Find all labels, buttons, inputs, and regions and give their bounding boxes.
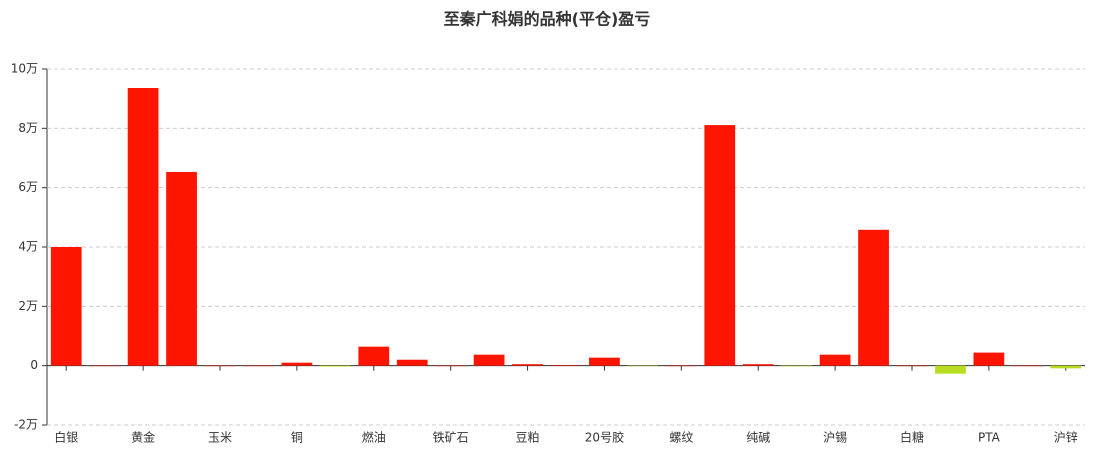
bar bbox=[512, 364, 543, 366]
x-tick-label: 沪锌 bbox=[1054, 431, 1078, 445]
bar bbox=[127, 87, 159, 366]
x-tick-label: 铜 bbox=[291, 430, 303, 445]
chart-title: 至秦广科娟的品种(平仓)盈亏 bbox=[444, 10, 651, 29]
bar bbox=[435, 365, 467, 367]
x-tick-label: 螺纹 bbox=[669, 431, 693, 445]
x-tick-label: 白银 bbox=[54, 430, 78, 445]
bar bbox=[819, 354, 851, 366]
x-tick-label: 燃油 bbox=[362, 430, 386, 445]
x-tick-label: PTA bbox=[978, 431, 1001, 445]
bar bbox=[742, 364, 774, 366]
y-tick-label: 10万 bbox=[11, 62, 38, 76]
bar bbox=[89, 365, 121, 367]
bar bbox=[935, 365, 966, 374]
bar bbox=[704, 125, 736, 366]
x-tick-label: 纯碱 bbox=[746, 431, 770, 445]
bar bbox=[550, 365, 582, 366]
bar bbox=[589, 357, 620, 366]
y-tick-label: -2万 bbox=[14, 418, 38, 432]
bar bbox=[358, 346, 390, 366]
y-tick-label: 8万 bbox=[18, 121, 38, 135]
bar bbox=[627, 365, 659, 367]
y-tick-label: 2万 bbox=[18, 299, 38, 313]
bar bbox=[473, 354, 505, 366]
x-tick-label: 白糖 bbox=[900, 430, 924, 445]
bar bbox=[896, 365, 928, 367]
x-tick-label: 豆粕 bbox=[516, 430, 540, 445]
x-tick-label: 20号胶 bbox=[585, 430, 624, 445]
bar bbox=[665, 365, 697, 367]
x-tick-label: 黄金 bbox=[131, 430, 155, 445]
y-tick-label: 6万 bbox=[18, 180, 38, 194]
bar bbox=[858, 229, 889, 366]
bar bbox=[781, 365, 813, 367]
bar bbox=[50, 247, 82, 366]
x-tick-label: 铁矿石 bbox=[433, 431, 469, 445]
x-tick-label: 沪锡 bbox=[823, 430, 847, 445]
bar bbox=[243, 365, 274, 367]
bar bbox=[1050, 365, 1082, 369]
bar bbox=[281, 362, 313, 366]
bar bbox=[166, 171, 197, 366]
bar bbox=[973, 352, 1005, 366]
bar bbox=[1011, 365, 1043, 367]
bar bbox=[319, 365, 351, 367]
bar bbox=[396, 359, 428, 366]
y-tick-label: 4万 bbox=[18, 240, 38, 254]
bar bbox=[204, 365, 236, 367]
y-tick-label: 0 bbox=[30, 358, 38, 372]
x-tick-label: 玉米 bbox=[208, 431, 232, 445]
